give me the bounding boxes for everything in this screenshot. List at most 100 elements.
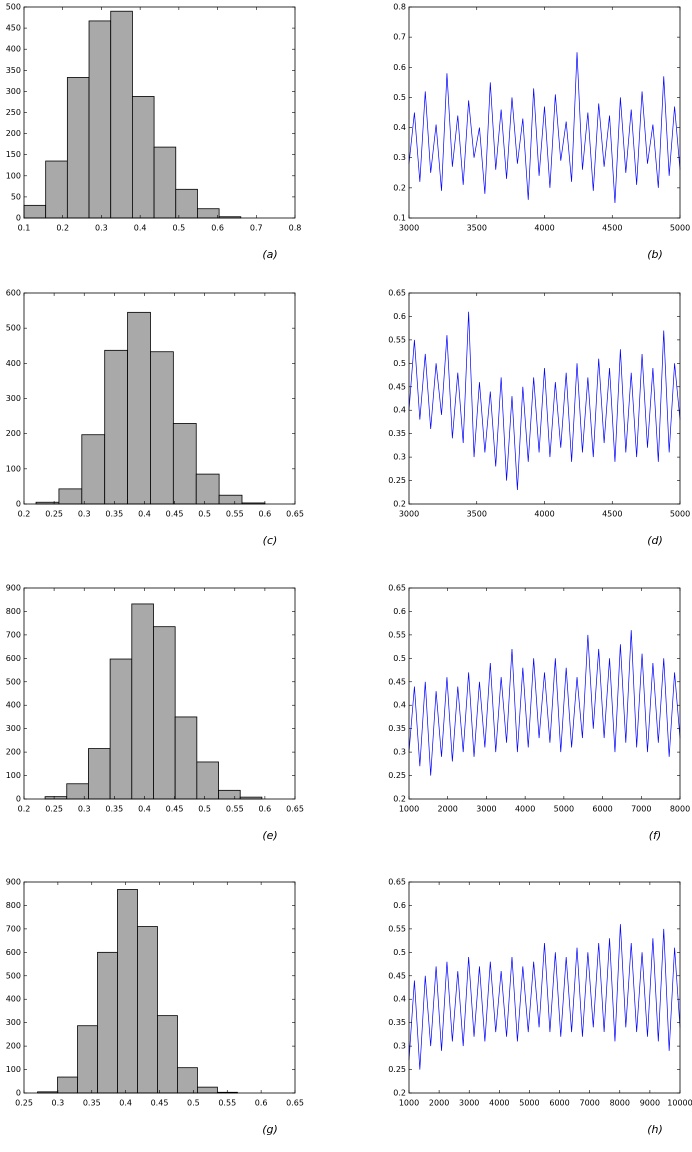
x-tick-label: 6000: [549, 1099, 569, 1108]
y-tick-label: 300: [6, 87, 21, 96]
y-tick-label: 0.5: [393, 93, 406, 102]
panel-label: (g): [262, 1123, 278, 1136]
x-tick-label: 0.45: [166, 510, 184, 519]
x-tick-label: 0.55: [226, 510, 244, 519]
x-tick-label: 3000: [399, 224, 419, 233]
x-tick-label: 0.4: [134, 224, 147, 233]
y-tick-label: 0.2: [393, 500, 406, 509]
histogram-bar: [218, 789, 241, 800]
x-tick-label: 7000: [579, 1099, 599, 1108]
y-tick-label: 400: [6, 995, 21, 1004]
y-tick-label: 200: [6, 429, 21, 438]
x-tick-label: 5000: [554, 805, 574, 814]
panel-label: (e): [262, 829, 277, 842]
y-tick-label: 0.45: [388, 677, 406, 686]
panel-label: (h): [647, 1123, 663, 1136]
y-tick-label: 200: [6, 1042, 21, 1051]
y-tick-label: 0.3: [393, 453, 406, 462]
x-tick-label: 0.2: [56, 224, 69, 233]
trace-line: [408, 924, 681, 1070]
y-tick-label: 500: [6, 971, 21, 980]
trace-line: [408, 311, 681, 490]
y-tick-label: 0.2: [393, 795, 406, 804]
y-tick-label: 0.55: [388, 630, 406, 639]
x-tick-label: 0.6: [259, 805, 272, 814]
x-tick-label: 0.3: [95, 224, 108, 233]
histogram-bar: [174, 716, 198, 800]
y-tick-label: 0.4: [393, 123, 406, 132]
y-tick-label: 500: [6, 677, 21, 686]
y-tick-label: 0.6: [393, 901, 406, 910]
y-tick-label: 0.2: [393, 1089, 406, 1098]
histogram-bar: [117, 889, 138, 1094]
y-tick-label: 800: [6, 901, 21, 910]
histogram-bar: [58, 488, 83, 505]
panel-label: (b): [647, 248, 663, 261]
histogram-bar: [196, 761, 219, 800]
y-tick-label: 0.45: [388, 382, 406, 391]
y-tick-label: 600: [6, 654, 21, 663]
y-tick-label: 0.65: [388, 584, 406, 593]
x-tick-label: 3000: [459, 1099, 479, 1108]
histogram-bar: [66, 783, 89, 800]
y-tick-label: 300: [6, 724, 21, 733]
histogram-bar: [137, 926, 158, 1094]
histogram-bar: [77, 1025, 98, 1094]
plot-frame: [408, 587, 681, 800]
y-tick-label: 0.5: [393, 359, 406, 368]
plot-frame: [23, 587, 296, 800]
trace-line: [408, 52, 681, 203]
x-tick-label: 0.4: [138, 805, 151, 814]
histogram-bar: [131, 96, 155, 219]
x-tick-label: 0.4: [138, 510, 151, 519]
histogram-bar: [150, 351, 174, 505]
x-tick-label: 3500: [467, 510, 487, 519]
y-tick-label: 0.2: [393, 183, 406, 192]
x-tick-label: 0.1: [18, 224, 31, 233]
x-tick-label: 4000: [534, 510, 554, 519]
y-tick-label: 200: [6, 129, 21, 138]
x-tick-label: 0.55: [226, 805, 244, 814]
histogram-bar: [197, 1086, 218, 1094]
y-tick-label: 350: [6, 66, 21, 75]
y-tick-label: 250: [6, 108, 21, 117]
x-tick-label: 8000: [670, 805, 690, 814]
y-tick-label: 400: [6, 45, 21, 54]
histogram-bar: [109, 658, 133, 800]
y-tick-label: 400: [6, 359, 21, 368]
x-tick-label: 3000: [476, 805, 496, 814]
x-tick-label: 0.3: [78, 510, 91, 519]
y-tick-label: 0.25: [388, 771, 406, 780]
histogram-bar: [195, 473, 220, 505]
x-tick-label: 0.65: [286, 510, 304, 519]
x-tick-label: 0.25: [45, 805, 63, 814]
x-tick-label: 0.2: [18, 510, 31, 519]
x-tick-label: 0.25: [45, 510, 63, 519]
x-tick-label: 0.6: [259, 510, 272, 519]
x-tick-label: 0.4: [119, 1099, 132, 1108]
x-tick-label: 0.5: [198, 805, 211, 814]
histogram-bar: [153, 626, 176, 800]
y-tick-label: 0.55: [388, 924, 406, 933]
x-tick-label: 0.3: [52, 1099, 65, 1108]
x-tick-label: 0.6: [255, 1099, 268, 1108]
x-tick-label: 0.5: [187, 1099, 200, 1108]
histogram-bar: [66, 77, 90, 219]
x-tick-label: 0.6: [211, 224, 224, 233]
histogram-bar: [127, 311, 151, 505]
histogram-bar: [45, 160, 68, 219]
x-tick-label: 1000: [399, 1099, 419, 1108]
y-tick-label: 0.7: [393, 33, 406, 42]
x-tick-label: 4000: [489, 1099, 509, 1108]
x-tick-label: 7000: [631, 805, 651, 814]
y-tick-label: 0.3: [393, 1042, 406, 1051]
x-tick-label: 8000: [610, 1099, 630, 1108]
y-tick-label: 0.3: [393, 153, 406, 162]
y-tick-label: 700: [6, 924, 21, 933]
histogram-bar: [104, 349, 128, 505]
x-tick-label: 4000: [534, 224, 554, 233]
y-tick-label: 700: [6, 630, 21, 639]
y-tick-label: 0.45: [388, 971, 406, 980]
x-tick-label: 5000: [670, 510, 690, 519]
y-tick-label: 0.4: [393, 701, 406, 710]
